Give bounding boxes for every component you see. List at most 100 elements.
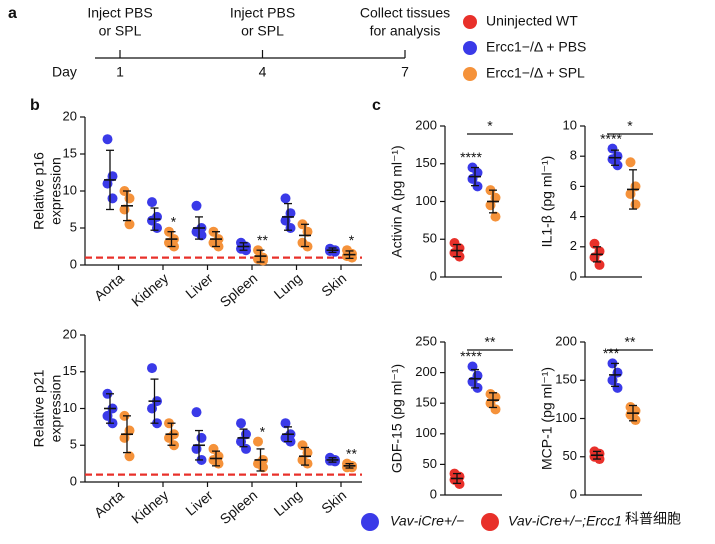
y-tick-label: 200	[415, 117, 437, 132]
y-tick-label: 20	[63, 108, 77, 123]
significance: ****	[600, 130, 622, 146]
data-point	[191, 407, 202, 418]
data-point	[236, 418, 246, 429]
y-axis-label: IL1-β (pg ml⁻¹)	[539, 156, 555, 248]
significance: ****	[460, 149, 482, 165]
legend-dot	[463, 41, 477, 55]
y-tick-label: 10	[63, 400, 77, 415]
legend-dot	[463, 67, 477, 81]
y-axis-label: expression	[48, 375, 64, 443]
data-point	[630, 415, 641, 426]
data-point	[124, 451, 135, 462]
significance: *	[487, 118, 493, 134]
panel-label: c	[372, 97, 381, 114]
y-tick-label: 10	[563, 117, 577, 132]
y-tick-label: 5	[70, 437, 77, 452]
y-tick-label: 2	[570, 238, 577, 253]
event-label: or SPL	[241, 23, 284, 39]
data-point	[124, 219, 135, 230]
day-number: 4	[259, 64, 267, 80]
y-tick-label: 250	[415, 333, 437, 348]
data-point	[258, 255, 268, 266]
event-label: Collect tissues	[360, 5, 450, 21]
panel-label: a	[8, 5, 17, 22]
y-tick-label: 100	[415, 425, 437, 440]
event-label: Inject PBS	[87, 5, 152, 21]
day-number: 1	[116, 64, 124, 80]
legend-label: Uninjected WT	[486, 13, 578, 29]
data-point	[213, 458, 224, 469]
y-axis-label: expression	[48, 157, 64, 225]
y-tick-label: 150	[415, 395, 437, 410]
y-tick-label: 0	[570, 268, 577, 283]
significance: *	[627, 118, 633, 134]
y-tick-label: 0	[430, 486, 437, 501]
data-point	[191, 200, 202, 211]
y-axis-label: Relative p21	[31, 369, 47, 447]
data-point	[102, 134, 113, 145]
significance: *	[171, 213, 177, 229]
y-tick-label: 50	[423, 231, 437, 246]
y-tick-label: 15	[63, 363, 77, 378]
data-point	[253, 436, 263, 447]
y-tick-label: 8	[570, 148, 577, 163]
data-point	[472, 181, 483, 192]
y-axis-label: GDF-15 (pg ml⁻¹)	[389, 364, 405, 473]
y-tick-label: 100	[555, 410, 577, 425]
data-point	[612, 382, 623, 393]
data-point	[285, 223, 296, 233]
data-point	[630, 199, 641, 210]
event-label: or SPL	[99, 23, 142, 39]
data-point	[280, 193, 291, 204]
data-point	[124, 193, 135, 204]
y-tick-label: 0	[70, 256, 77, 271]
day-number: 7	[401, 64, 409, 80]
data-point	[490, 211, 501, 222]
y-tick-label: 20	[63, 326, 77, 341]
y-tick-label: 200	[555, 333, 577, 348]
data-point	[490, 404, 501, 415]
legend-dot	[361, 513, 379, 531]
data-point	[302, 458, 313, 469]
panel-label: b	[30, 97, 40, 114]
y-tick-label: 100	[415, 193, 437, 208]
y-tick-label: 150	[555, 372, 577, 387]
significance: ***	[603, 345, 620, 361]
y-axis-label: Activin A (pg ml⁻¹)	[389, 145, 405, 257]
legend-label: Vav-iCre+/−;Ercc1	[508, 513, 622, 529]
legend-label: Ercc1−/Δ + SPL	[486, 65, 585, 81]
y-axis-label: Relative p16	[31, 152, 47, 230]
data-point	[241, 443, 251, 454]
significance: *	[260, 423, 266, 439]
data-point	[196, 432, 207, 443]
significance: **	[625, 334, 636, 350]
y-tick-label: 200	[415, 364, 437, 379]
y-tick-label: 0	[570, 486, 577, 501]
y-tick-label: 0	[430, 268, 437, 283]
y-axis-label: MCP-1 (pg ml⁻¹)	[539, 367, 555, 470]
y-tick-label: 50	[563, 448, 577, 463]
data-point	[280, 418, 291, 429]
significance: *	[349, 232, 355, 248]
data-point	[625, 157, 636, 168]
day-label: Day	[52, 64, 77, 80]
data-point	[147, 197, 157, 208]
y-tick-label: 15	[63, 145, 77, 160]
y-tick-label: 10	[63, 182, 77, 197]
data-point	[147, 403, 157, 414]
y-tick-label: 150	[415, 155, 437, 170]
significance: ****	[460, 348, 482, 364]
legend-dot	[481, 513, 499, 531]
y-tick-label: 4	[570, 208, 577, 223]
y-tick-label: 5	[70, 219, 77, 234]
data-point	[152, 223, 162, 233]
event-label: for analysis	[370, 23, 441, 39]
significance: **	[346, 445, 357, 461]
y-tick-label: 0	[70, 473, 77, 488]
significance: **	[257, 232, 268, 248]
data-point	[147, 363, 157, 374]
legend-label: Vav-iCre+/−	[390, 513, 464, 529]
y-tick-label: 50	[423, 456, 437, 471]
